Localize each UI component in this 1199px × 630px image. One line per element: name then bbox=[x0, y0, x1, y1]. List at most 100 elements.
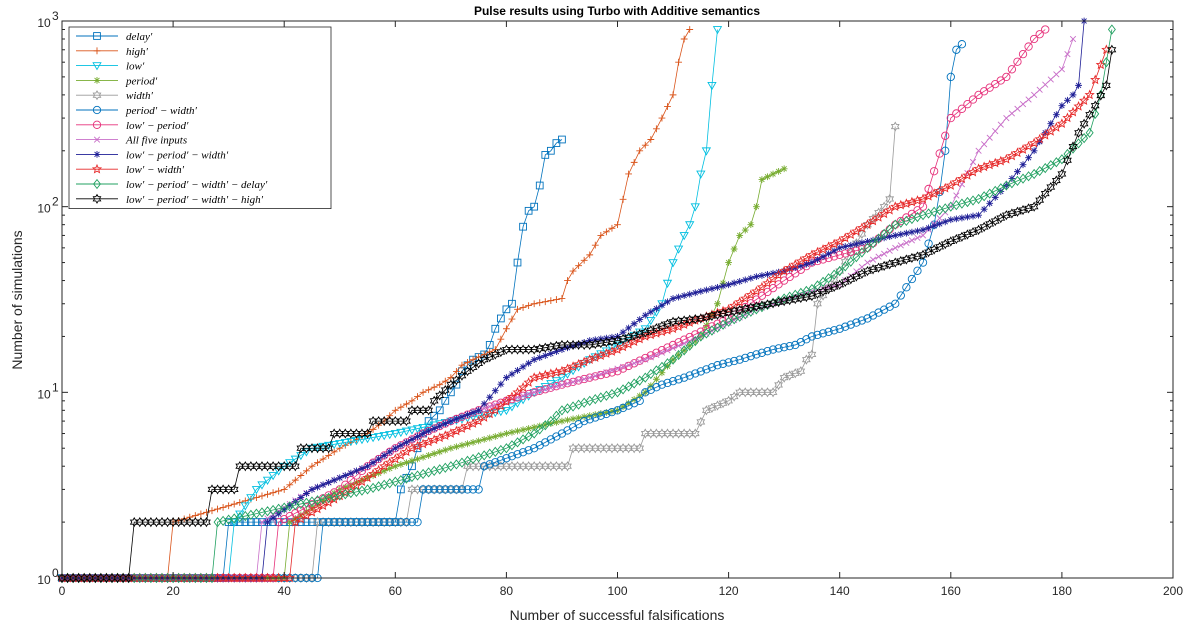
data-point bbox=[685, 340, 694, 351]
data-point bbox=[768, 387, 778, 398]
x-tick-label: 100 bbox=[607, 584, 627, 598]
data-point bbox=[575, 414, 583, 422]
data-point bbox=[674, 315, 684, 327]
data-point bbox=[818, 329, 828, 338]
data-point bbox=[353, 467, 360, 475]
data-point bbox=[685, 221, 695, 230]
data-point bbox=[529, 344, 539, 355]
data-point bbox=[424, 417, 433, 425]
data-point bbox=[658, 114, 666, 122]
data-point bbox=[407, 517, 417, 527]
data-point bbox=[730, 245, 738, 253]
data-point bbox=[606, 346, 618, 356]
data-point bbox=[730, 356, 739, 366]
data-point bbox=[857, 268, 867, 279]
data-point bbox=[519, 222, 527, 231]
data-point bbox=[440, 430, 451, 440]
data-point bbox=[575, 377, 582, 384]
data-point bbox=[747, 274, 755, 282]
legend-marker bbox=[92, 90, 102, 101]
data-point bbox=[585, 339, 595, 351]
data-point bbox=[630, 320, 638, 328]
data-point bbox=[308, 486, 316, 493]
data-point bbox=[897, 242, 904, 249]
data-point bbox=[751, 301, 761, 312]
data-point bbox=[830, 269, 839, 280]
data-point bbox=[814, 256, 821, 264]
legend-label: All five inputs bbox=[125, 135, 187, 147]
data-point bbox=[992, 128, 999, 135]
data-point bbox=[452, 485, 461, 494]
data-point bbox=[718, 308, 728, 319]
data-point bbox=[401, 415, 411, 427]
data-point bbox=[658, 349, 666, 356]
data-point bbox=[1030, 168, 1039, 180]
data-point bbox=[801, 354, 811, 365]
data-point bbox=[646, 317, 656, 326]
data-point bbox=[980, 191, 989, 202]
data-point bbox=[546, 341, 556, 352]
data-point bbox=[864, 238, 871, 245]
data-point bbox=[712, 26, 723, 35]
data-point bbox=[790, 293, 800, 305]
data-point bbox=[419, 388, 427, 396]
data-point bbox=[581, 375, 588, 383]
data-point bbox=[251, 486, 262, 495]
data-point bbox=[690, 203, 700, 212]
data-point bbox=[1041, 25, 1050, 34]
data-point bbox=[613, 387, 622, 398]
legend-marker bbox=[92, 193, 102, 204]
data-point bbox=[975, 211, 982, 219]
data-point bbox=[208, 507, 216, 515]
data-point bbox=[668, 316, 678, 327]
data-point bbox=[464, 359, 471, 366]
data-point bbox=[1084, 89, 1095, 100]
x-tick-label: 160 bbox=[941, 584, 961, 598]
data-point bbox=[675, 342, 682, 349]
data-point bbox=[386, 465, 394, 472]
data-point bbox=[1002, 72, 1011, 82]
data-point bbox=[319, 496, 327, 504]
data-point bbox=[946, 236, 956, 247]
data-point bbox=[590, 338, 600, 350]
data-point bbox=[569, 342, 577, 350]
data-point bbox=[514, 305, 521, 313]
data-point bbox=[445, 428, 456, 438]
data-point bbox=[308, 462, 316, 470]
data-point bbox=[846, 320, 855, 329]
data-point bbox=[541, 420, 550, 431]
data-point bbox=[418, 423, 428, 433]
data-point bbox=[630, 399, 639, 408]
data-point bbox=[675, 293, 683, 301]
data-point bbox=[551, 377, 562, 386]
data-point bbox=[502, 443, 511, 454]
data-point bbox=[1041, 162, 1050, 174]
data-point bbox=[429, 434, 440, 445]
data-point bbox=[535, 424, 544, 435]
data-point bbox=[901, 254, 911, 265]
data-point bbox=[941, 218, 949, 226]
data-point bbox=[441, 396, 450, 405]
data-point bbox=[531, 389, 538, 396]
data-point bbox=[691, 335, 700, 347]
data-point bbox=[940, 239, 950, 250]
data-point bbox=[441, 485, 450, 494]
data-point bbox=[780, 165, 788, 173]
data-point bbox=[641, 388, 650, 397]
data-point bbox=[492, 401, 499, 408]
data-point bbox=[914, 234, 921, 242]
data-point bbox=[540, 342, 550, 353]
data-point bbox=[425, 427, 433, 435]
data-point bbox=[669, 91, 677, 99]
data-point bbox=[530, 202, 539, 211]
data-point bbox=[613, 335, 622, 346]
data-point bbox=[952, 45, 961, 54]
data-point bbox=[724, 316, 733, 327]
data-point bbox=[752, 350, 761, 359]
data-point bbox=[1074, 138, 1083, 149]
data-point bbox=[874, 262, 883, 273]
data-point bbox=[879, 201, 889, 212]
data-point bbox=[279, 462, 289, 472]
data-point bbox=[885, 224, 894, 235]
data-point bbox=[646, 368, 655, 380]
